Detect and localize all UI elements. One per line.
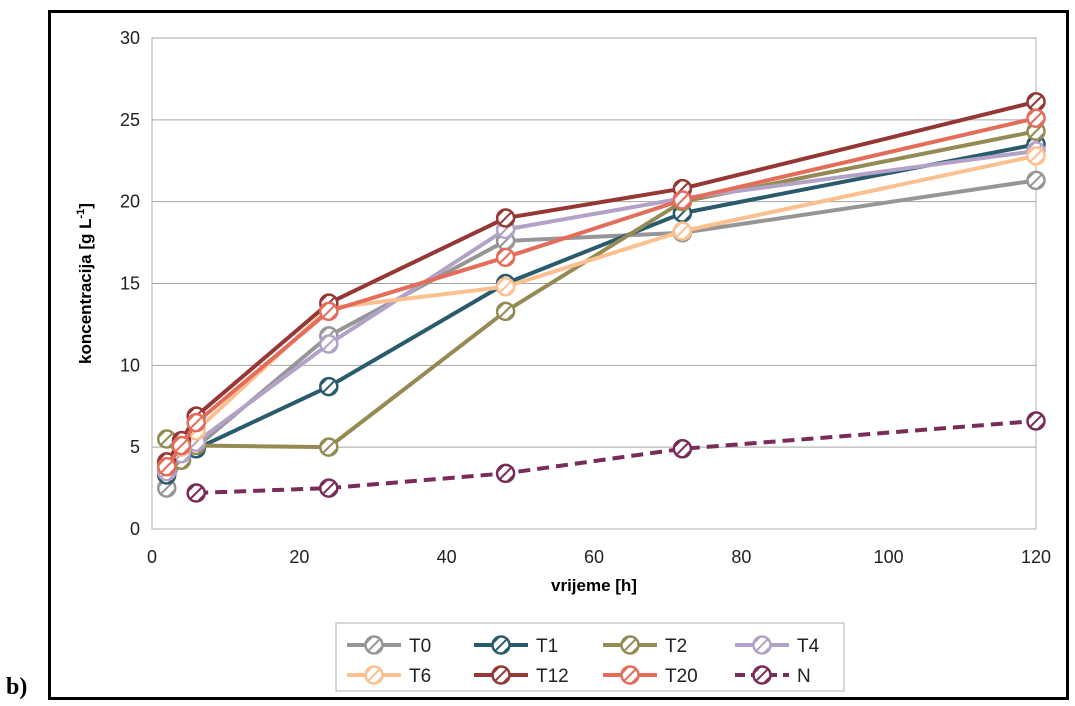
legend-entry-t6: T6 [347,665,431,687]
x-tick-label: 40 [437,547,457,567]
data-point [156,457,177,477]
series-group [156,92,1046,503]
data-point [495,277,516,297]
x-tick-label: 80 [731,547,751,567]
legend-swatch-marker [364,635,384,655]
data-point [495,208,516,228]
data-point [319,478,339,498]
y-tick-label: 25 [120,110,140,130]
data-point [319,376,339,397]
legend-label: T1 [536,636,558,657]
y-axis-title-superscript: -1 [75,209,87,219]
legend-swatch-marker [364,665,384,685]
legend-entry-t20: T20 [603,665,698,687]
chart-frame: 0 5 10 15 20 25 30 0 20 40 60 80 100 120 vrijeme [h]… [48,10,1069,700]
legend-swatch-marker [752,635,772,655]
legend-entry-t2: T2 [603,635,687,657]
legend-label: T2 [665,636,687,657]
legend: T0 T1 T2 T4 T6 T12 T20 N [347,635,820,687]
data-point [319,334,339,354]
legend-label: T4 [797,636,820,657]
data-point [495,247,516,268]
legend-swatch-marker [620,665,640,685]
legend-swatch-marker [752,665,772,685]
y-tick-label: 10 [120,355,140,375]
series-n [186,411,1046,503]
data-point [319,301,339,322]
legend-swatch-marker [620,635,640,655]
data-point [156,429,177,449]
legend-swatch-marker [491,635,511,655]
data-point [672,190,693,210]
y-tick-label: 5 [130,437,140,457]
x-tick-label: 100 [874,547,904,567]
y-axis-title-main: koncentracija [g L [76,218,95,363]
legend-entry-n: N [735,665,811,687]
x-tick-label: 0 [147,547,157,567]
legend-label: N [797,666,811,687]
y-tick-label: 15 [120,274,140,294]
y-tick-labels: 0 5 10 15 20 25 30 [120,28,140,539]
y-tick-label: 20 [120,192,140,212]
panel-label: b) [6,674,28,700]
x-tick-label: 120 [1021,547,1051,567]
series-t20 [156,108,1046,477]
data-point [1026,170,1046,191]
data-point [1026,411,1046,431]
line-chart: 0 5 10 15 20 25 30 0 20 40 60 80 100 120 vrijeme [h]… [75,28,1051,692]
legend-label: T20 [665,666,698,687]
data-point [495,463,516,484]
x-tick-label: 20 [289,547,309,567]
legend-entry-t12: T12 [474,665,569,687]
y-axis-title: koncentracija [g L-1] [75,203,95,364]
data-point [171,435,192,456]
data-point [1026,146,1046,166]
data-point [319,437,339,457]
data-point [1026,92,1046,112]
legend-swatch-marker [491,665,511,685]
legend-label: T6 [409,666,431,687]
data-point [495,301,516,322]
x-tick-label: 60 [584,547,604,567]
x-axis-title: vrijeme [h] [551,576,637,595]
x-tick-labels: 0 20 40 60 80 100 120 [147,547,1051,567]
y-axis-title-end: ] [76,203,95,209]
legend-label: T12 [536,666,569,687]
data-point [672,439,693,459]
y-tick-label: 30 [120,28,140,48]
data-point [186,412,206,433]
data-point [186,483,206,503]
legend-entry-t4: T4 [735,635,820,657]
legend-entry-t1: T1 [474,635,558,657]
legend-entry-t0: T0 [347,635,431,657]
data-point [672,221,693,241]
legend-label: T0 [409,636,431,657]
y-tick-label: 0 [130,519,140,539]
data-point [1026,108,1046,128]
